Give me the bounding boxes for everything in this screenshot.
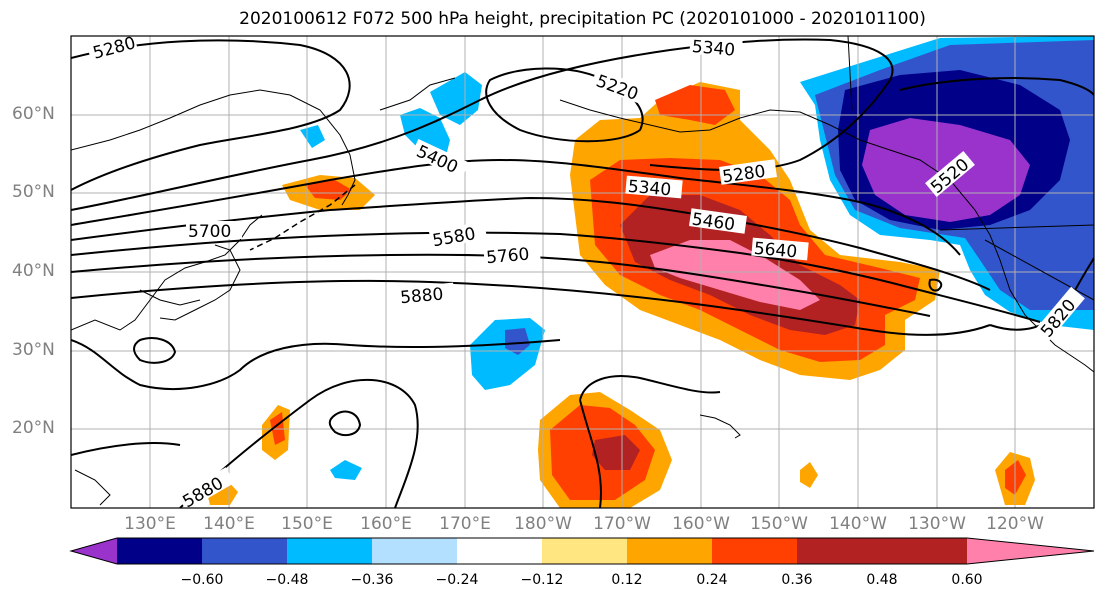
- lon-label: 170°W: [593, 514, 651, 534]
- colorbar-segment: [627, 538, 712, 564]
- lat-label: 50°N: [12, 182, 55, 202]
- colorbar-tick: −0.48: [265, 572, 309, 588]
- lon-label: 140°W: [829, 514, 887, 534]
- lon-label: 160°E: [360, 514, 412, 534]
- lon-label: 130°W: [908, 514, 966, 534]
- graticule: [71, 36, 1094, 508]
- coastlines: [71, 36, 1094, 506]
- colorbar-tick: 0.12: [611, 572, 643, 588]
- lon-label: 120°W: [986, 514, 1044, 534]
- map-title: 2020100612 F072 500 hPa height, precipit…: [239, 9, 926, 29]
- colorbar-segment: [202, 538, 287, 564]
- lon-label: 150°W: [750, 514, 808, 534]
- lat-label: 30°N: [12, 340, 55, 360]
- dashed-line: [249, 184, 356, 251]
- colorbar-segment: [797, 538, 882, 564]
- contour-label: 5340: [691, 37, 736, 61]
- colorbar-tick: −0.12: [520, 572, 564, 588]
- colorbar-segment: [882, 538, 967, 564]
- colorbar-segment: [287, 538, 372, 564]
- colorbar-tick: 0.48: [866, 572, 898, 588]
- colorbar-tick: −0.60: [180, 572, 224, 588]
- lon-label: 160°W: [672, 514, 730, 534]
- colorbar: [71, 538, 882, 564]
- lon-label: 140°E: [203, 514, 255, 534]
- lon-label: 130°E: [124, 514, 176, 534]
- colorbar-segment: [372, 538, 457, 564]
- colorbar-segment: [542, 538, 627, 564]
- lon-label: 180°W: [514, 514, 572, 534]
- colorbar-tick: −0.36: [350, 572, 394, 588]
- positive-anomaly-region: [205, 82, 1035, 508]
- colorbar-outline: [69, 537, 1095, 565]
- colorbar-tick: −0.24: [435, 572, 479, 588]
- colorbar-segment: [457, 538, 542, 564]
- contour-label: 5760: [485, 245, 530, 269]
- lat-label: 40°N: [12, 261, 55, 281]
- colorbar-tick: 0.24: [696, 572, 728, 588]
- colorbar-tick: 0.60: [951, 572, 983, 588]
- lon-label: 150°E: [281, 514, 333, 534]
- lat-label: 20°N: [12, 418, 55, 438]
- colorbar-right-arrow: [967, 538, 1094, 564]
- lat-label: 60°N: [12, 104, 55, 124]
- contour-label: 5880: [399, 285, 444, 309]
- lon-label: 170°E: [439, 514, 491, 534]
- colorbar-tick: 0.36: [781, 572, 813, 588]
- contour-label: 5640: [753, 239, 798, 263]
- colorbar-segment: [117, 538, 202, 564]
- colorbar-segment: [712, 538, 797, 564]
- contour-label: 5340: [627, 177, 672, 201]
- contour-label: 5700: [188, 222, 231, 242]
- colorbar-left-arrow: [71, 538, 117, 564]
- map-frame: [70, 35, 1095, 509]
